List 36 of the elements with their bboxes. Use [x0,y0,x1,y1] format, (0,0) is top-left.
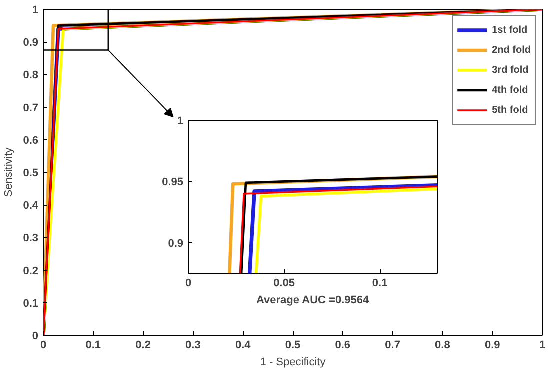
y-tick-label: 0.2 [23,265,39,278]
y-tick-label: 0.1 [23,298,39,310]
legend-label: 1st fold [492,24,528,36]
y-tick-label: 0.4 [23,200,40,212]
annotation: Average AUC =0.9564 [256,294,370,306]
x-tick-label: 0.6 [335,340,351,352]
y-tick-label: 0.3 [23,232,39,245]
x-tick-label: 0 [185,278,192,290]
y-tick-label: 0.9 [168,238,184,250]
legend-label: 4th fold [492,84,528,96]
x-tick-label: 1 [539,340,546,352]
x-tick-label: 0.9 [484,340,500,352]
legend-label: 2nd fold [492,44,531,56]
x-tick-label: 0.7 [385,340,400,352]
y-tick-label: 0 [32,330,39,342]
y-tick-label: 0.8 [23,70,39,82]
legend-label: 5th fold [492,104,528,116]
y-tick-label: 0.5 [23,168,39,180]
x-axis-title: 1 - Specificity [260,356,326,368]
x-tick-label: 0.2 [136,340,151,352]
y-tick-label: 0.9 [23,37,39,50]
y-tick-label: 0.6 [23,134,39,147]
y-tick-label: 1 [177,116,184,128]
x-tick-label: 0.1 [86,340,102,352]
y-tick-label: 0.7 [23,102,39,114]
y-tick-label: 0.95 [162,176,184,189]
x-tick-label: 0.4 [235,340,252,352]
x-tick-label: 0.5 [285,340,301,352]
x-tick-label: 0 [40,340,47,352]
y-tick-label: 1 [32,4,39,16]
y-axis-title: Sensitivity [3,147,16,198]
x-tick-label: 0.3 [186,340,201,352]
x-tick-label: 0.1 [372,278,388,290]
x-tick-label: 0.8 [435,340,450,352]
legend-label: 3rd fold [492,64,529,76]
x-tick-label: 0.05 [274,278,295,290]
